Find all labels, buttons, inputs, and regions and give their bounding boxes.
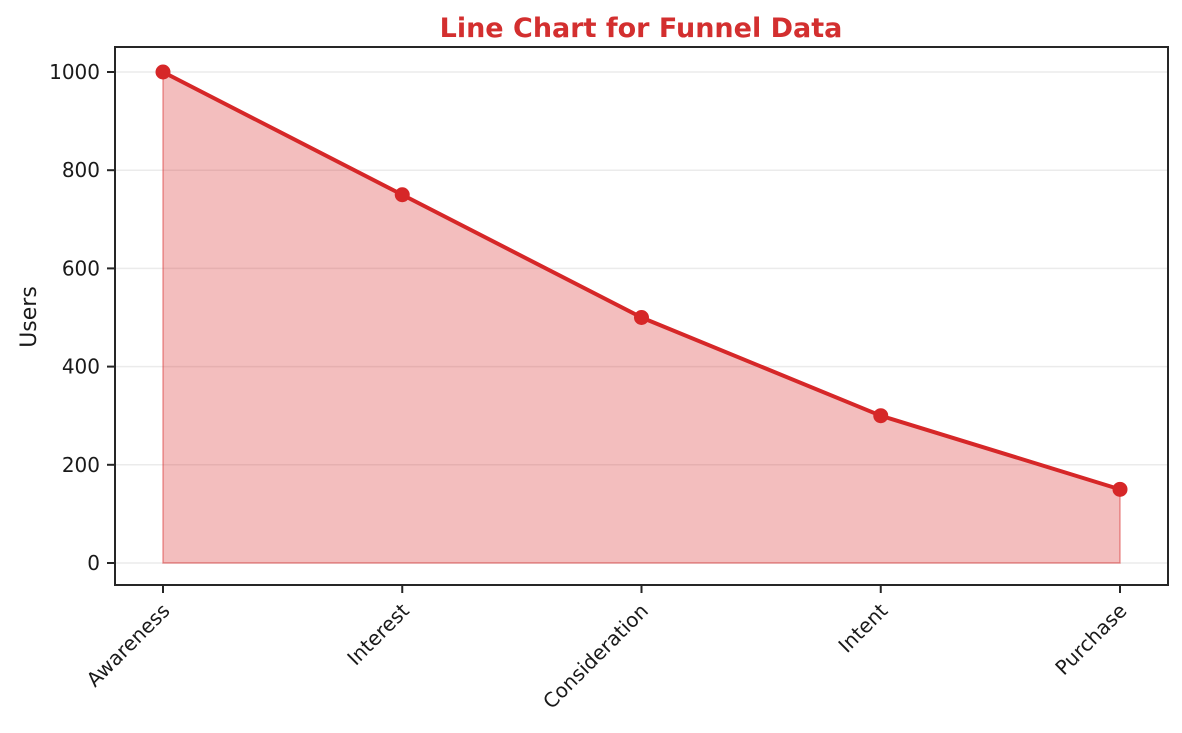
x-tick-label: Awareness xyxy=(82,599,175,692)
y-tick-label: 200 xyxy=(62,453,100,477)
y-tick-labels: 0 200 400 600 800 1000 xyxy=(49,60,100,575)
data-point-marker xyxy=(1112,481,1128,497)
x-tick-label: Purchase xyxy=(1050,599,1131,680)
y-tick-label: 400 xyxy=(62,355,100,379)
x-tick-label: Interest xyxy=(342,598,414,670)
y-tick-label: 0 xyxy=(87,551,100,575)
y-axis-label: Users xyxy=(17,286,42,348)
data-point-marker xyxy=(634,310,649,325)
y-tick-label: 1000 xyxy=(49,60,100,84)
y-tick-label: 800 xyxy=(62,158,100,182)
y-tick-label: 600 xyxy=(62,256,100,280)
x-tick-labels: Awareness Interest Consideration Intent Purc… xyxy=(82,598,1132,713)
x-tick-label: Consideration xyxy=(538,599,653,714)
chart-title: Line Chart for Funnel Data xyxy=(440,13,843,44)
gridlines xyxy=(116,71,1167,564)
data-point-marker xyxy=(155,64,171,80)
data-point-marker xyxy=(394,187,410,203)
data-point-marker xyxy=(873,408,889,424)
data-markers xyxy=(155,64,1128,497)
axes-spines xyxy=(107,46,1169,593)
x-tick-label: Intent xyxy=(833,598,892,657)
